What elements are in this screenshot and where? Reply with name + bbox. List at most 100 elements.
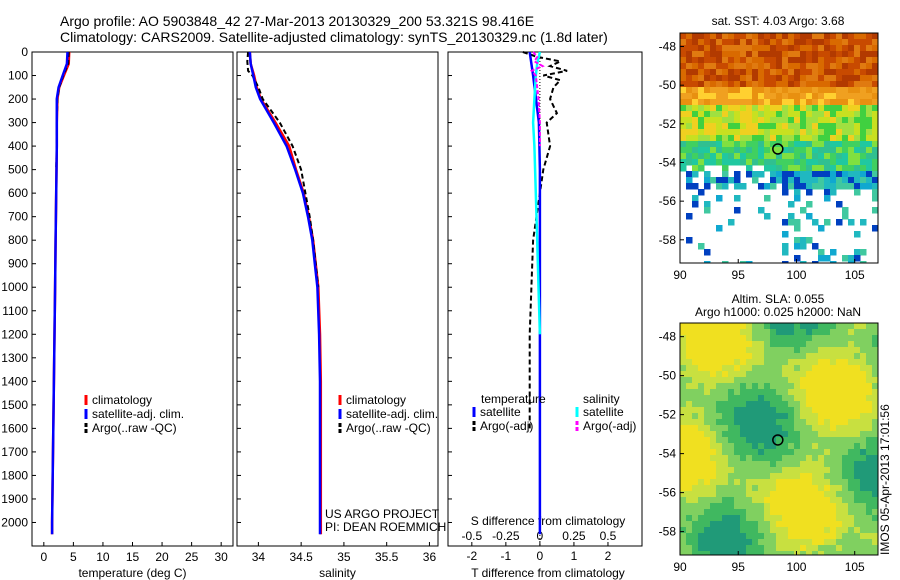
- map-cell: [812, 419, 819, 426]
- map-cell: [764, 377, 771, 384]
- map-cell: [818, 461, 825, 468]
- map-cell: [794, 141, 801, 148]
- map-cell: [710, 93, 717, 100]
- map-cell: [866, 431, 873, 438]
- map-cell: [812, 111, 819, 118]
- map-cell: [812, 335, 819, 342]
- map-cell: [866, 171, 873, 178]
- map-cell: [764, 135, 771, 142]
- map-cell: [854, 425, 861, 432]
- map-cell: [854, 497, 861, 504]
- map-cell: [692, 467, 699, 474]
- map-cell: [860, 389, 867, 396]
- map-cell: [776, 377, 783, 384]
- map-cell: [848, 545, 855, 552]
- map-cell: [848, 521, 855, 528]
- map-cell: [860, 473, 867, 480]
- map-cell: [710, 159, 717, 166]
- map-cell: [800, 111, 807, 118]
- map-cell: [776, 383, 783, 390]
- map-cell: [746, 407, 753, 414]
- map-cell: [686, 485, 693, 492]
- map-cell: [848, 329, 855, 336]
- map-cell: [860, 117, 867, 124]
- map-cell: [818, 45, 825, 52]
- map-cell: [806, 389, 813, 396]
- map-cell: [722, 51, 729, 58]
- map-cell: [860, 413, 867, 420]
- map-cell: [860, 461, 867, 468]
- map-cell: [776, 449, 783, 456]
- map-cell: [794, 395, 801, 402]
- map-cell: [728, 57, 735, 64]
- map-cell: [722, 63, 729, 70]
- map-cell: [776, 509, 783, 516]
- map-cell: [758, 431, 765, 438]
- map-cell: [872, 335, 878, 342]
- map-cell: [716, 521, 723, 528]
- map-cell: [806, 503, 813, 510]
- map-cell: [824, 51, 831, 58]
- map-cell: [692, 473, 699, 480]
- map-cell: [806, 147, 813, 154]
- map-cell: [836, 183, 843, 190]
- map-cell: [758, 485, 765, 492]
- map-cell: [710, 383, 717, 390]
- y-tick-label: 1500: [1, 398, 28, 412]
- map-cell: [872, 455, 878, 462]
- map-cell: [800, 395, 807, 402]
- map-cell: [740, 57, 747, 64]
- map-cell: [806, 117, 813, 124]
- map-cell: [734, 33, 741, 40]
- map-cell: [812, 371, 819, 378]
- map-cell: [836, 165, 843, 172]
- map-cell: [758, 497, 765, 504]
- map-cell: [680, 455, 687, 462]
- map-cell: [842, 183, 849, 190]
- map-cell: [776, 99, 783, 106]
- map-cell: [866, 503, 873, 510]
- map-cell: [824, 165, 831, 172]
- map-cell: [836, 497, 843, 504]
- map-cell: [842, 389, 849, 396]
- map-cell: [782, 359, 789, 366]
- map-cell: [764, 123, 771, 130]
- map-cell: [854, 81, 861, 88]
- map-cell: [776, 425, 783, 432]
- map-cell: [764, 353, 771, 360]
- map-cell: [692, 81, 699, 88]
- map-cell: [872, 329, 878, 336]
- map-cell: [734, 527, 741, 534]
- map-cell: [854, 377, 861, 384]
- map-cell: [722, 33, 729, 40]
- map-cell: [812, 407, 819, 414]
- map-cell: [812, 509, 819, 516]
- map-x-tick-label: 100: [786, 560, 806, 574]
- map-cell: [842, 153, 849, 160]
- map-cell: [788, 183, 795, 190]
- map-cell: [866, 365, 873, 372]
- map-cell: [716, 449, 723, 456]
- map-cell: [704, 135, 711, 142]
- map-cell: [866, 33, 873, 40]
- map-cell: [692, 171, 699, 178]
- map-cell: [758, 341, 765, 348]
- map-cell: [860, 401, 867, 408]
- map-cell: [770, 551, 777, 555]
- map-cell: [680, 383, 687, 390]
- map-cell: [800, 443, 807, 450]
- map-cell: [782, 99, 789, 106]
- map-cell: [848, 371, 855, 378]
- map-cell: [842, 69, 849, 76]
- map-cell: [704, 129, 711, 136]
- map-cell: [716, 75, 723, 82]
- map-cell: [758, 75, 765, 82]
- map-cell: [692, 419, 699, 426]
- map-cell: [698, 63, 705, 70]
- map-cell: [842, 159, 849, 166]
- map-cell: [716, 39, 723, 46]
- map-cell: [812, 449, 819, 456]
- map-cell: [854, 147, 861, 154]
- map-cell: [860, 45, 867, 52]
- map-cell: [734, 329, 741, 336]
